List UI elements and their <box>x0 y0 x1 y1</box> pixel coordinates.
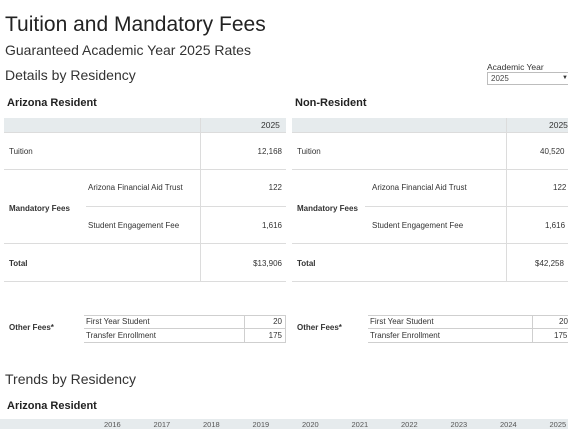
total-label: Total <box>297 259 316 268</box>
resident-table: 2025 Tuition 12,168 Mandatory Fees Arizo… <box>4 118 286 288</box>
divider <box>4 281 286 282</box>
trend-year-header: 2016 <box>104 420 121 429</box>
total-value: $42,258 <box>535 259 564 268</box>
fee-engagement-value: 1,616 <box>545 221 566 230</box>
divider <box>365 206 568 207</box>
divider <box>292 169 568 170</box>
divider <box>285 315 286 343</box>
trend-year-header: 2017 <box>153 420 171 429</box>
trends-resident-heading: Arizona Resident <box>7 400 97 412</box>
transfer-label: Transfer Enrollment <box>370 331 440 340</box>
trend-year-header: 2018 <box>203 420 220 429</box>
divider <box>244 315 245 343</box>
trends-header-band <box>0 419 568 429</box>
trend-year-header: 2024 <box>500 420 517 429</box>
divider <box>292 281 568 282</box>
transfer-label: Transfer Enrollment <box>86 331 156 340</box>
trend-year-header: 2019 <box>252 420 270 429</box>
trend-year-header: 2021 <box>351 420 369 429</box>
divider <box>368 328 568 329</box>
page-subtitle: Guaranteed Academic Year 2025 Rates <box>5 42 251 58</box>
trends-heading: Trends by Residency <box>5 371 136 387</box>
nonresident-year-header: 2025 <box>549 120 568 130</box>
divider <box>84 315 286 316</box>
trend-year-header: 2023 <box>450 420 468 429</box>
fee-aid-trust-value: 122 <box>268 183 282 192</box>
divider <box>292 132 568 133</box>
fee-engagement-label: Student Engagement Fee <box>88 221 180 230</box>
divider <box>4 243 286 244</box>
divider <box>292 243 568 244</box>
fee-engagement-label: Student Engagement Fee <box>372 221 464 230</box>
details-heading: Details by Residency <box>5 67 136 83</box>
academic-year-label: Academic Year <box>487 62 544 72</box>
mandatory-fees-label: Mandatory Fees <box>297 204 358 213</box>
first-year-value: 20 <box>273 317 282 326</box>
tuition-value: 40,520 <box>540 147 565 156</box>
trend-year-header: 2020 <box>302 420 319 429</box>
divider <box>86 206 286 207</box>
nonresident-table: 2025 Tuition 40,520 Mandatory Fees Arizo… <box>292 118 568 288</box>
tuition-label: Tuition <box>9 147 33 156</box>
resident-other-fees: Other Fees* First Year Student 20 Transf… <box>4 315 286 343</box>
resident-year-header: 2025 <box>261 120 280 130</box>
divider <box>4 132 286 133</box>
page-title: Tuition and Mandatory Fees <box>5 13 266 36</box>
fee-aid-trust-label: Arizona Financial Aid Trust <box>372 183 467 192</box>
resident-header-band <box>4 118 286 132</box>
fee-aid-trust-label: Arizona Financial Aid Trust <box>88 183 183 192</box>
other-fees-label: Other Fees* <box>297 323 342 332</box>
resident-heading: Arizona Resident <box>7 97 97 109</box>
trend-year-header: 2025 <box>549 420 567 429</box>
tuition-value: 12,168 <box>257 147 282 156</box>
divider <box>368 315 568 316</box>
mandatory-fees-label: Mandatory Fees <box>9 204 70 213</box>
other-fees-label: Other Fees* <box>9 323 54 332</box>
divider <box>4 169 286 170</box>
divider <box>532 315 533 343</box>
fee-engagement-value: 1,616 <box>261 221 282 230</box>
tuition-label: Tuition <box>297 147 321 156</box>
divider <box>84 328 286 329</box>
nonresident-col-divider <box>506 118 507 282</box>
transfer-value: 175 <box>268 331 282 340</box>
first-year-label: First Year Student <box>86 317 150 326</box>
nonresident-header-band <box>292 118 568 132</box>
divider <box>368 342 568 343</box>
resident-col-divider <box>200 118 201 282</box>
total-label: Total <box>9 259 28 268</box>
academic-year-value: 2025 <box>491 74 509 83</box>
first-year-label: First Year Student <box>370 317 434 326</box>
academic-year-select[interactable]: 2025 ▼ <box>487 72 568 85</box>
divider <box>84 342 286 343</box>
first-year-value: 20 <box>559 317 568 326</box>
nonresident-heading: Non-Resident <box>295 97 367 109</box>
trend-year-header: 2022 <box>401 420 418 429</box>
total-value: $13,906 <box>253 259 282 268</box>
nonresident-other-fees: Other Fees* First Year Student 20 Transf… <box>292 315 568 343</box>
fee-aid-trust-value: 122 <box>553 183 567 192</box>
transfer-value: 175 <box>554 331 568 340</box>
caret-down-icon[interactable]: ▼ <box>562 75 568 81</box>
